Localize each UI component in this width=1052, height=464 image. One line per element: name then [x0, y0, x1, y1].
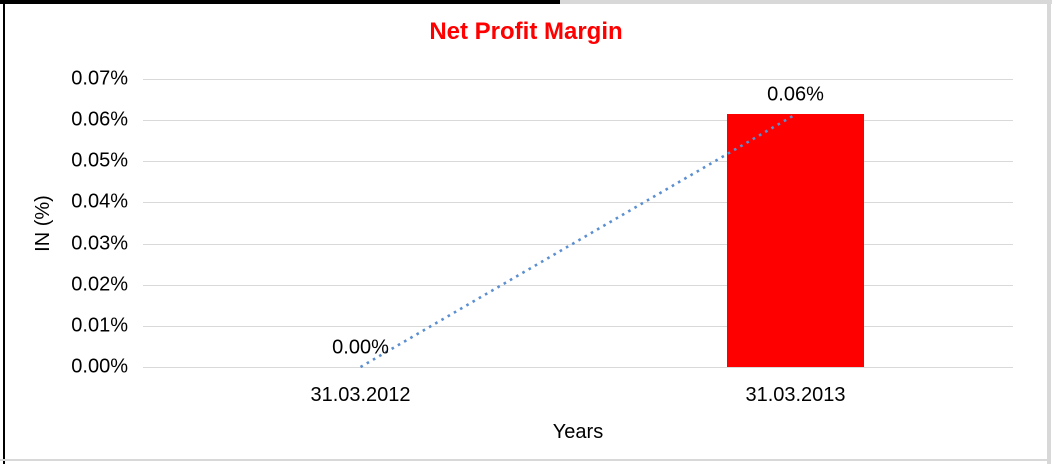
x-tick-label: 31.03.2012 — [310, 384, 411, 406]
trendline — [359, 113, 797, 369]
data-label-31.03.2013: 0.06% — [767, 83, 824, 106]
y-tick-label: 0.06% — [71, 108, 128, 131]
x-axis-title: Years — [552, 421, 604, 443]
window-border-left — [3, 4, 5, 464]
y-tick-label: 0.05% — [71, 149, 128, 172]
gridline — [143, 325, 1013, 327]
chart-title: Net Profit Margin — [429, 18, 623, 45]
y-axis-tick-labels: 0.07% 0.06% 0.05% 0.04% 0.03% 0.02% 0.01% 0.00% — [0, 68, 128, 378]
x-tick-label: 31.03.2013 — [745, 384, 846, 406]
y-tick-label: 0.02% — [71, 273, 128, 296]
y-tick-label: 0.00% — [71, 355, 128, 378]
y-tick-label: 0.01% — [71, 314, 128, 337]
window-border-top-left — [0, 0, 560, 4]
gridline — [143, 284, 1013, 286]
window-border-right — [1047, 0, 1051, 464]
trendline-segment — [359, 113, 797, 369]
gridline — [143, 79, 1013, 80]
window-border-top-right — [560, 0, 1052, 4]
x-axis-tick-labels: 31.03.2012 31.03.2013 — [143, 384, 1013, 406]
y-tick-label: 0.07% — [71, 67, 128, 90]
gridline — [143, 243, 1013, 245]
window-border-bottom — [0, 459, 1047, 461]
plot-area: 0.00% 0.06% — [143, 79, 1013, 369]
y-tick-label: 0.03% — [71, 232, 128, 255]
x-axis-line — [143, 367, 1013, 368]
data-label-31.03.2012: 0.00% — [332, 336, 389, 359]
y-tick-label: 0.04% — [71, 190, 128, 213]
gridline — [143, 202, 1013, 204]
gridline — [143, 161, 1013, 163]
gridline — [143, 120, 1013, 122]
bar-31.03.2013 — [727, 114, 864, 367]
